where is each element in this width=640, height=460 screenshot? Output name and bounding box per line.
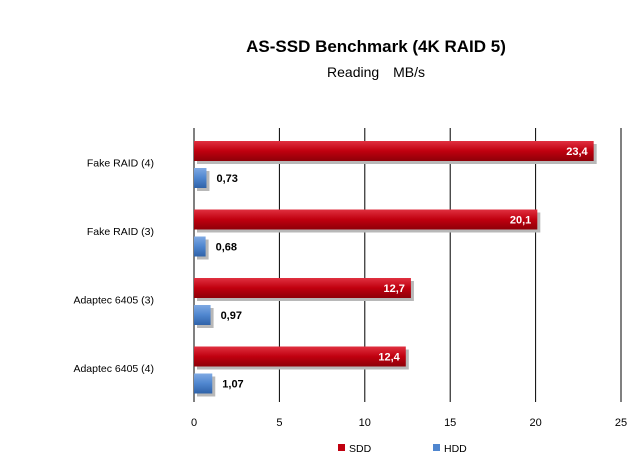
bar-sdd — [194, 209, 538, 230]
bar-sdd — [194, 346, 406, 367]
legend-swatch — [433, 444, 440, 451]
bar-hdd — [194, 168, 207, 188]
data-label: 0,68 — [216, 242, 237, 254]
legend-label: SDD — [349, 443, 372, 455]
unit-text: MB/s — [393, 64, 425, 80]
x-tick-label: 20 — [529, 417, 541, 429]
chart-title: AS-SSD Benchmark (4K RAID 5) — [246, 37, 506, 56]
chart-subtitle: Reading MB/s — [327, 64, 425, 80]
data-label: 12,7 — [383, 283, 404, 295]
x-tick-label: 15 — [444, 417, 456, 429]
data-label: 1,07 — [222, 379, 243, 391]
bar-hdd — [194, 236, 206, 257]
category-labels: Fake RAID (4) Fake RAID (3) Adaptec 6405 (… — [73, 157, 154, 375]
x-tick-label: 0 — [191, 417, 197, 429]
category-label: Fake RAID (4) — [87, 157, 154, 169]
data-label: 0,73 — [216, 173, 237, 185]
subtitle-text: Reading — [327, 64, 379, 80]
data-label: 0,97 — [221, 310, 242, 322]
x-tick-label: 5 — [276, 417, 282, 429]
data-label: 23,4 — [566, 146, 588, 158]
category-label: Adaptec 6405 (3) — [73, 294, 154, 306]
bar-sdd — [194, 141, 594, 161]
category-label: Fake RAID (3) — [87, 226, 154, 238]
legend-label: HDD — [444, 443, 467, 455]
legend: SDD HDD — [338, 443, 467, 455]
bar-hdd — [194, 305, 211, 325]
bar-sdd — [194, 278, 411, 298]
x-axis-ticks: 0 5 10 15 20 25 — [191, 417, 627, 429]
x-tick-label: 10 — [359, 417, 371, 429]
data-label: 12,4 — [378, 352, 400, 364]
data-label: 20,1 — [510, 215, 531, 227]
category-label: Adaptec 6405 (4) — [73, 363, 154, 375]
legend-swatch — [338, 444, 345, 451]
x-tick-label: 25 — [615, 417, 627, 429]
bar-hdd — [194, 373, 213, 394]
bars: 23,4 0,73 20,1 0,68 12,7 0,97 12,4 1,07 — [194, 141, 597, 397]
